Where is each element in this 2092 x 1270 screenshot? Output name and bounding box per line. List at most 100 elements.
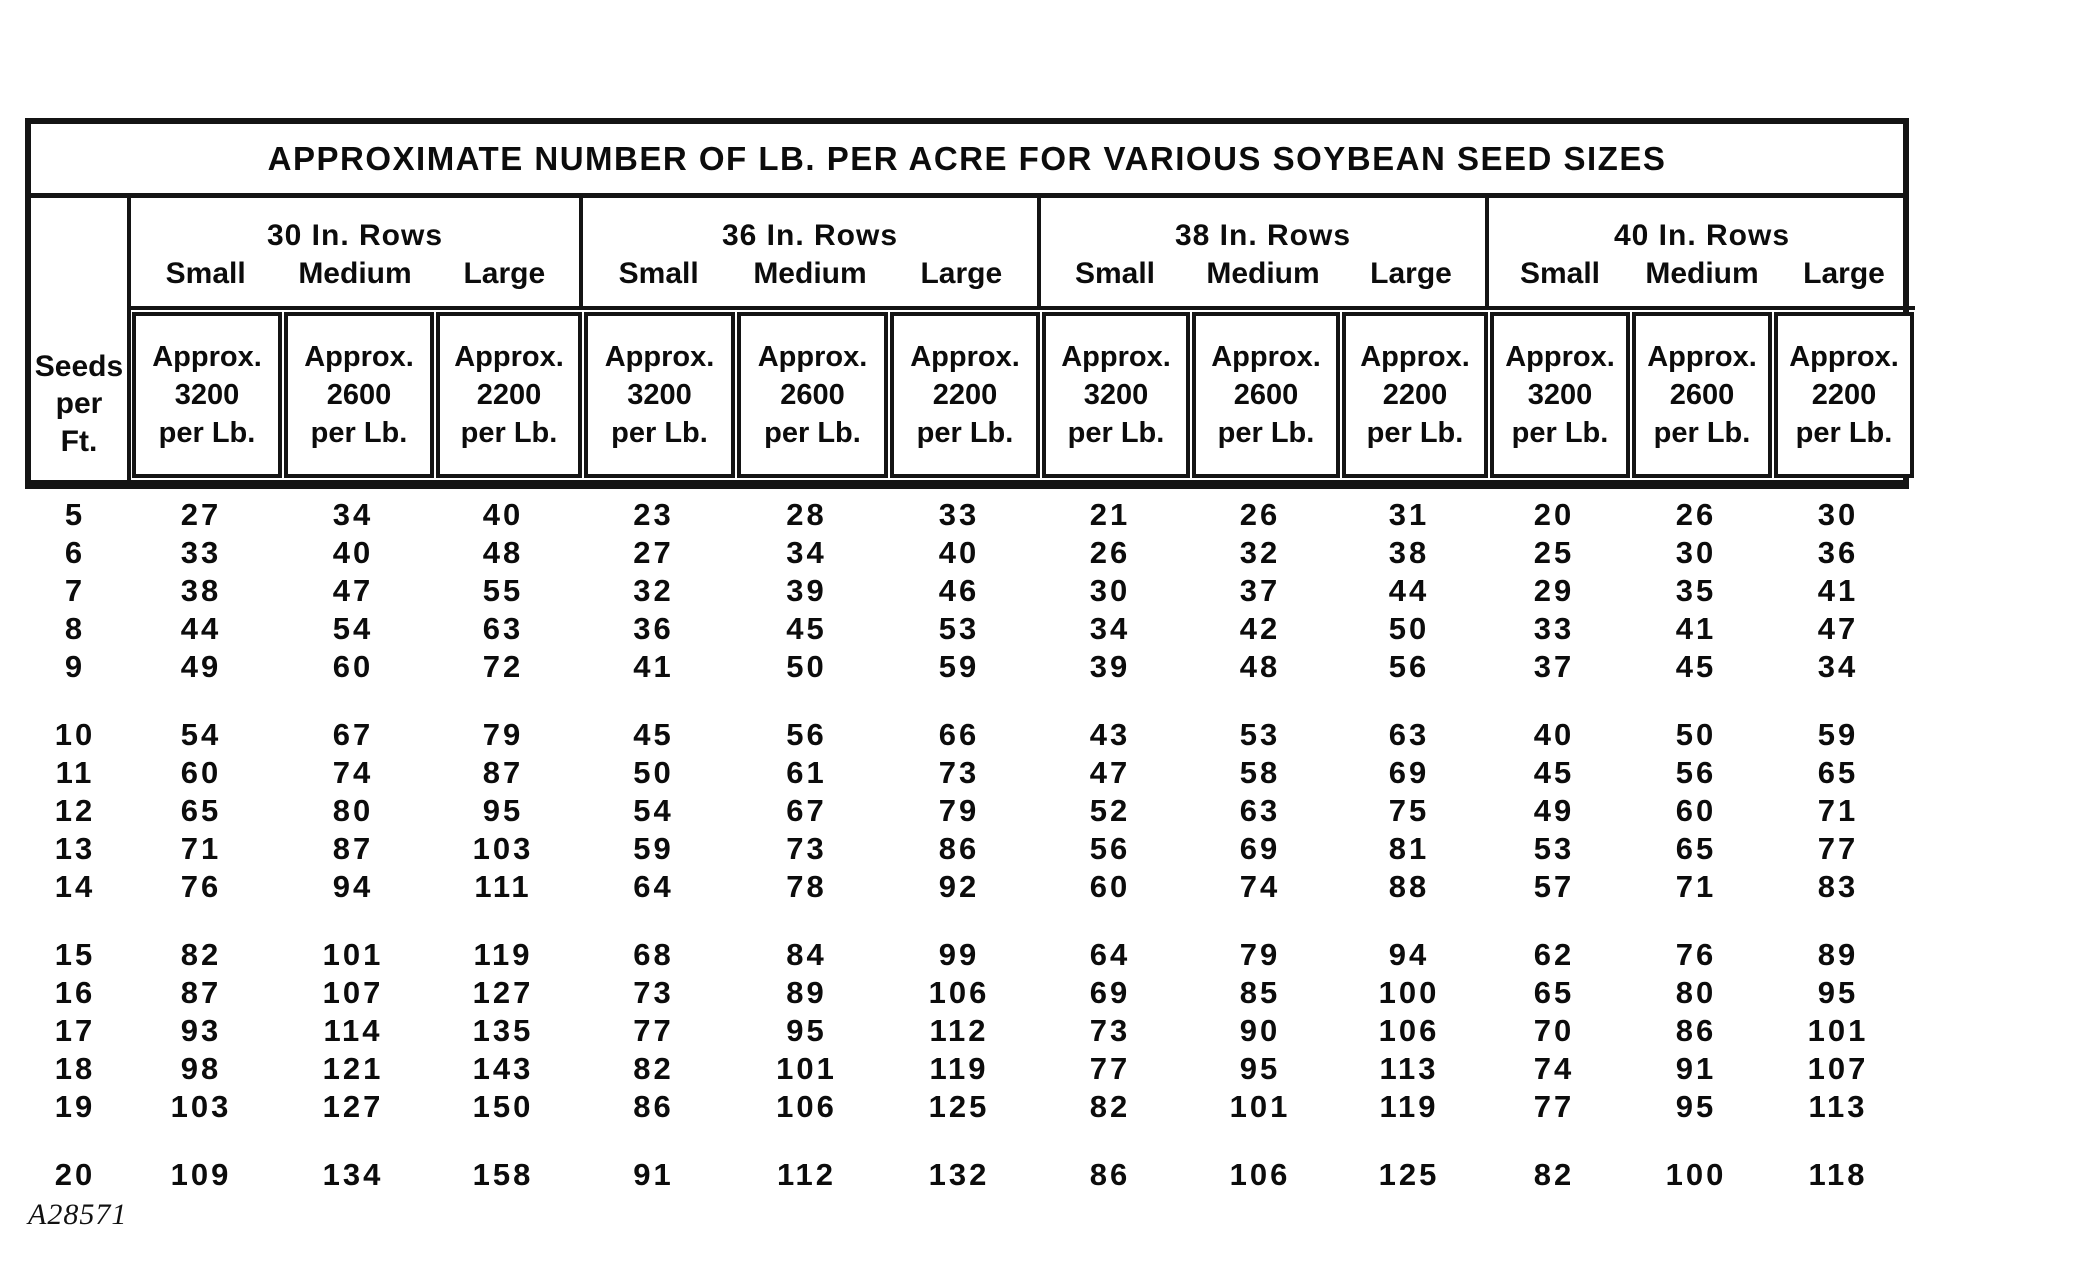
cell-38in-medium: 53	[1239, 717, 1281, 752]
cell-36in-small: 68	[633, 937, 674, 972]
cell-38in-medium: 79	[1239, 937, 1281, 972]
group-header-30in-rows: 30 In. Rows Small Medium Large	[131, 198, 583, 310]
cell-38in-large: 63	[1388, 717, 1430, 752]
cell-36in-large: 106	[928, 975, 990, 1010]
cell-40in-large: 59	[1817, 717, 1859, 752]
size-label-medium: Medium	[1645, 257, 1759, 290]
cell-38in-medium: 90	[1239, 1013, 1281, 1048]
table-row-seeds-12: 12 65 80 95 54 67 79 52 63 75 49 60 71	[25, 792, 1909, 830]
cell-40in-large: 71	[1817, 793, 1859, 828]
cell-seeds-per-ft: 12	[54, 793, 96, 828]
cell-36in-medium: 45	[786, 611, 827, 646]
cell-36in-large: 125	[928, 1089, 990, 1124]
table-row-seeds-8: 8 44 54 63 36 45 53 34 42 50 33 41 47	[25, 610, 1909, 648]
cell-30in-small: 49	[180, 649, 222, 684]
subheader-38in-large: Approx. 2200 per Lb.	[1342, 312, 1488, 478]
cell-30in-medium: 54	[332, 611, 374, 646]
cell-30in-medium: 67	[332, 717, 374, 752]
cell-30in-large: 72	[482, 649, 524, 684]
subheader-30in-medium: Approx. 2600 per Lb.	[284, 312, 434, 478]
cell-36in-small: 41	[633, 649, 674, 684]
cell-36in-small: 45	[633, 717, 674, 752]
cell-38in-large: 125	[1378, 1157, 1440, 1192]
group-header-40in-rows: 40 In. Rows Small Medium Large	[1489, 198, 1915, 310]
subheader-line: per Lb.	[916, 417, 1014, 450]
cell-40in-large: 34	[1817, 649, 1859, 684]
subheader-30in-small: Approx. 3200 per Lb.	[132, 312, 282, 478]
table-row-seeds-18: 18 98 121 143 82 101 119 77 95 113 74 91 107	[25, 1050, 1909, 1088]
cell-38in-medium: 63	[1239, 793, 1281, 828]
cell-30in-small: 98	[180, 1051, 222, 1086]
cell-seeds-per-ft: 10	[54, 717, 96, 752]
cell-30in-small: 76	[180, 869, 222, 904]
cell-38in-medium: 42	[1239, 611, 1281, 646]
cell-30in-large: 87	[482, 755, 524, 790]
cell-30in-large: 40	[482, 497, 524, 532]
size-label-large: Large	[463, 257, 546, 290]
table-row-seeds-15: 15 82 101 119 68 84 99 64 79 94 62 76 89	[25, 936, 1909, 974]
cell-36in-large: 132	[928, 1157, 990, 1192]
cell-30in-medium: 101	[322, 937, 384, 972]
cell-38in-large: 106	[1378, 1013, 1440, 1048]
cell-seeds-per-ft: 8	[64, 611, 86, 646]
subheader-line: per Lb.	[310, 417, 408, 450]
cell-40in-small: 49	[1533, 793, 1575, 828]
subheader-line: per Lb.	[1366, 417, 1464, 450]
cell-30in-small: 93	[180, 1013, 222, 1048]
table-title: APPROXIMATE NUMBER OF LB. PER ACRE FOR V…	[31, 124, 1903, 198]
subheader-36in-large: Approx. 2200 per Lb.	[890, 312, 1040, 478]
cell-40in-medium: 80	[1675, 975, 1717, 1010]
seeds-per-ft-header-line1: Seeds	[34, 349, 124, 383]
cell-40in-small: 70	[1533, 1013, 1575, 1048]
subheader-line: Approx.	[454, 340, 564, 373]
cell-40in-large: 118	[1808, 1157, 1868, 1192]
cell-40in-medium: 30	[1675, 535, 1717, 570]
subheader-line: Approx.	[1647, 340, 1757, 373]
table-row-seeds-19: 19 103 127 150 86 106 125 82 101 119 77 95 113	[25, 1088, 1909, 1126]
cell-38in-large: 31	[1388, 497, 1430, 532]
size-labels-row: Small Medium Large	[1489, 257, 1915, 291]
subheader-line: per Lb.	[460, 417, 558, 450]
cell-38in-small: 47	[1089, 755, 1131, 790]
size-label-medium: Medium	[753, 257, 867, 290]
cell-30in-small: 44	[180, 611, 222, 646]
cell-40in-large: 107	[1807, 1051, 1869, 1086]
cell-36in-medium: 84	[786, 937, 827, 972]
cell-40in-small: 45	[1533, 755, 1575, 790]
cell-30in-large: 158	[472, 1157, 534, 1192]
cell-36in-large: 40	[938, 535, 980, 570]
cell-36in-small: 27	[633, 535, 674, 570]
subheader-line: 2200	[1382, 378, 1448, 411]
cell-38in-small: 77	[1089, 1051, 1131, 1086]
cell-36in-small: 32	[633, 573, 674, 608]
cell-40in-medium: 91	[1675, 1051, 1717, 1086]
cell-36in-small: 77	[633, 1013, 674, 1048]
cell-38in-small: 82	[1089, 1089, 1131, 1124]
cell-38in-medium: 106	[1229, 1157, 1291, 1192]
cell-36in-medium: 95	[786, 1013, 827, 1048]
subheader-line: 2600	[780, 378, 845, 411]
cell-40in-medium: 95	[1675, 1089, 1717, 1124]
group-title: 30 In. Rows	[266, 219, 444, 252]
cell-30in-medium: 114	[323, 1013, 383, 1048]
cell-seeds-per-ft: 19	[54, 1089, 96, 1124]
subheader-38in-small: Approx. 3200 per Lb.	[1042, 312, 1190, 478]
subheader-line: per Lb.	[1511, 417, 1609, 450]
figure-reference-code: A28571	[28, 1198, 128, 1231]
cell-38in-small: 21	[1089, 497, 1131, 532]
cell-40in-small: 74	[1533, 1051, 1575, 1086]
size-label-large: Large	[920, 257, 1003, 290]
cell-40in-large: 113	[1808, 1089, 1868, 1124]
cell-38in-small: 73	[1089, 1013, 1131, 1048]
cell-40in-large: 65	[1817, 755, 1859, 790]
cell-36in-large: 99	[938, 937, 980, 972]
cell-seeds-per-ft: 15	[54, 937, 96, 972]
cell-40in-large: 95	[1817, 975, 1859, 1010]
subheader-line: per Lb.	[611, 417, 708, 450]
table-row-seeds-16: 16 87 107 127 73 89 106 69 85 100 65 80 95	[25, 974, 1909, 1012]
cell-36in-medium: 39	[786, 573, 827, 608]
table-row-seeds-17: 17 93 114 135 77 95 112 73 90 106 70 86 101	[25, 1012, 1909, 1050]
table-row-seeds-9: 9 49 60 72 41 50 59 39 48 56 37 45 34	[25, 648, 1909, 686]
cell-30in-medium: 94	[332, 869, 374, 904]
